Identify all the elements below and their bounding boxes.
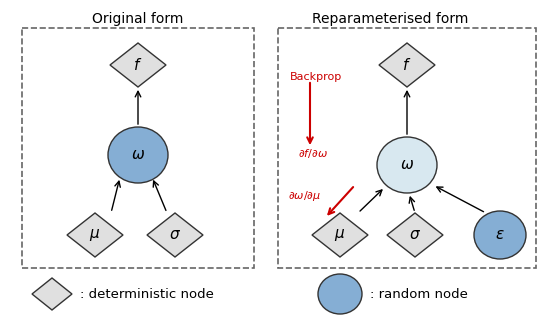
Text: $\sigma$: $\sigma$ (409, 228, 421, 242)
Polygon shape (67, 213, 123, 257)
Polygon shape (387, 213, 443, 257)
Bar (22, 28, 254, 268)
Ellipse shape (377, 137, 437, 193)
Text: $\omega$: $\omega$ (400, 158, 414, 172)
Ellipse shape (474, 211, 526, 259)
Text: $f$: $f$ (402, 57, 412, 73)
Text: $f$: $f$ (134, 57, 142, 73)
Text: : random node: : random node (370, 288, 468, 301)
Text: $\mu$: $\mu$ (335, 227, 346, 243)
Bar (278, 28, 536, 268)
Polygon shape (312, 213, 368, 257)
Text: $\epsilon$: $\epsilon$ (495, 228, 505, 242)
Text: $\mu$: $\mu$ (89, 227, 100, 243)
Text: $\partial\omega/\partial\mu$: $\partial\omega/\partial\mu$ (288, 189, 321, 203)
Text: $\omega$: $\omega$ (131, 148, 145, 162)
Text: $\partial f/\partial\omega$: $\partial f/\partial\omega$ (298, 147, 328, 160)
Ellipse shape (318, 274, 362, 314)
Polygon shape (110, 43, 166, 87)
Polygon shape (32, 278, 72, 310)
Text: Backprop: Backprop (290, 72, 342, 82)
Polygon shape (379, 43, 435, 87)
Text: $\sigma$: $\sigma$ (169, 228, 181, 242)
Polygon shape (147, 213, 203, 257)
Text: Reparameterised form: Reparameterised form (312, 12, 468, 26)
Text: Original form: Original form (92, 12, 184, 26)
Text: : deterministic node: : deterministic node (80, 288, 214, 301)
Ellipse shape (108, 127, 168, 183)
